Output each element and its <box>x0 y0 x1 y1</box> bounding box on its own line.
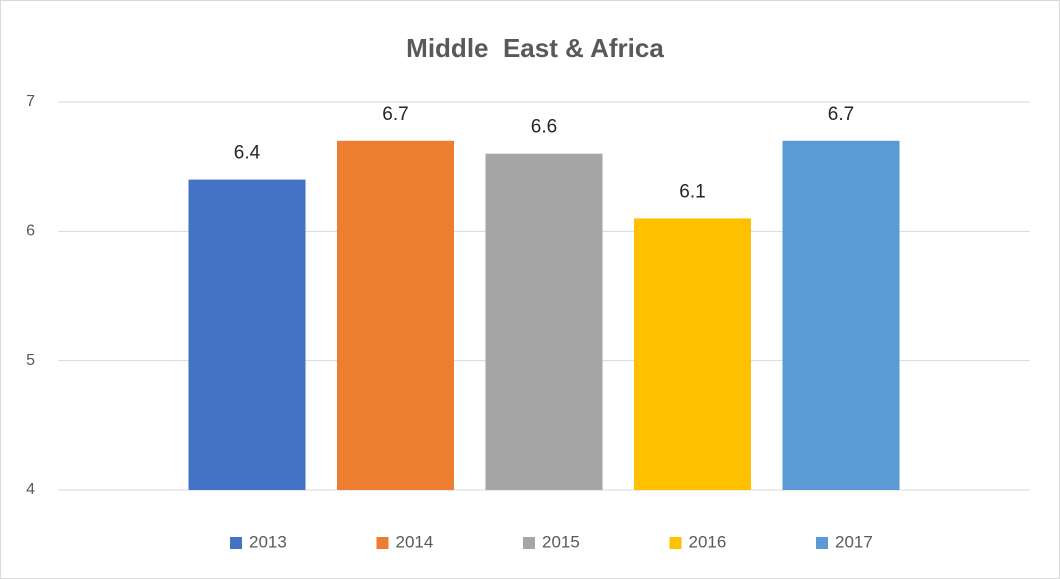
data-label: 6.7 <box>828 104 854 125</box>
bar <box>782 140 900 491</box>
legend-swatch <box>230 537 242 549</box>
chart-title: Middle East & Africa <box>406 33 664 63</box>
legend-label: 2015 <box>542 532 580 551</box>
legend-swatch <box>669 537 682 549</box>
legend-swatch <box>376 537 389 549</box>
legend-label: 2016 <box>689 532 727 551</box>
bar <box>485 153 603 490</box>
y-tick-label: 7 <box>26 93 35 110</box>
legend-swatch <box>816 537 828 549</box>
legend-label: 2013 <box>249 532 287 551</box>
legend-swatch <box>523 537 535 549</box>
bar <box>337 140 454 491</box>
data-label: 6.4 <box>234 143 261 164</box>
y-tick-label: 5 <box>26 352 35 369</box>
data-label: 6.6 <box>531 117 557 138</box>
data-label: 6.1 <box>679 181 705 202</box>
y-tick-label: 6 <box>26 223 35 240</box>
bar <box>188 179 306 490</box>
data-label: 6.7 <box>382 104 408 125</box>
y-tick-label: 4 <box>26 481 35 498</box>
legend-label: 2014 <box>396 532 434 551</box>
bar <box>634 218 751 490</box>
legend-label: 2017 <box>835 532 873 551</box>
